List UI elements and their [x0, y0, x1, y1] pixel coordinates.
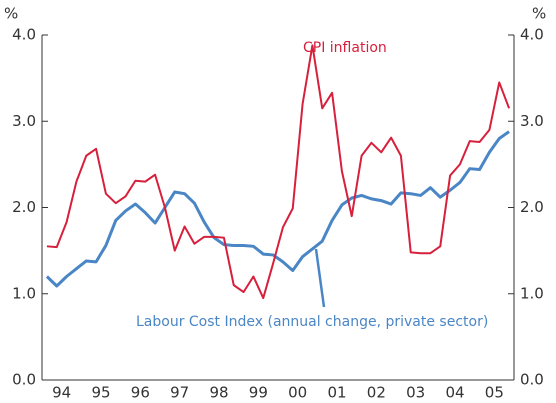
series-line	[45, 130, 510, 288]
y-tick-label: 3.0	[12, 112, 36, 130]
y-tick-label: 2.0	[12, 198, 36, 216]
x-tick-label: 05	[485, 384, 504, 402]
y-tick-label: 0.0	[12, 371, 36, 389]
x-tick-label: 00	[288, 384, 307, 402]
x-tick-label: 96	[131, 384, 150, 402]
y-unit-right: %	[532, 5, 546, 23]
x-tick-label: 98	[209, 384, 228, 402]
y2-tick-label: 3.0	[520, 112, 544, 130]
cpi-annotation: CPI inflation	[303, 40, 387, 56]
y2-tick-label: 2.0	[520, 198, 544, 216]
series-line	[46, 44, 511, 300]
y-tick-label: 1.0	[12, 284, 36, 302]
x-tick-label: 04	[445, 384, 464, 402]
lci-annotation: Labour Cost Index (annual change, privat…	[136, 314, 488, 330]
x-tick-label: 95	[91, 384, 110, 402]
x-tick-label: 03	[406, 384, 425, 402]
y2-tick-label: 1.0	[520, 284, 544, 302]
x-tick-label: 94	[52, 384, 71, 402]
y2-tick-label: 4.0	[520, 26, 544, 44]
x-tick-label: 01	[327, 384, 346, 402]
x-tick-label: 02	[367, 384, 386, 402]
annotation-pointer	[314, 248, 326, 308]
y-tick-label: 4.0	[12, 26, 36, 44]
y-unit-left: %	[4, 5, 18, 23]
y2-tick-label: 0.0	[520, 371, 544, 389]
x-tick-label: 97	[170, 384, 189, 402]
x-tick-label: 99	[249, 384, 268, 402]
